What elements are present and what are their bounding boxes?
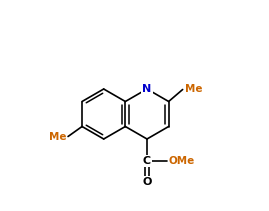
Text: Me: Me [48,133,66,142]
Text: N: N [142,84,152,94]
Text: O: O [142,177,152,187]
Text: OMe: OMe [168,156,194,166]
Text: C: C [143,156,151,166]
Text: Me: Me [185,84,202,93]
